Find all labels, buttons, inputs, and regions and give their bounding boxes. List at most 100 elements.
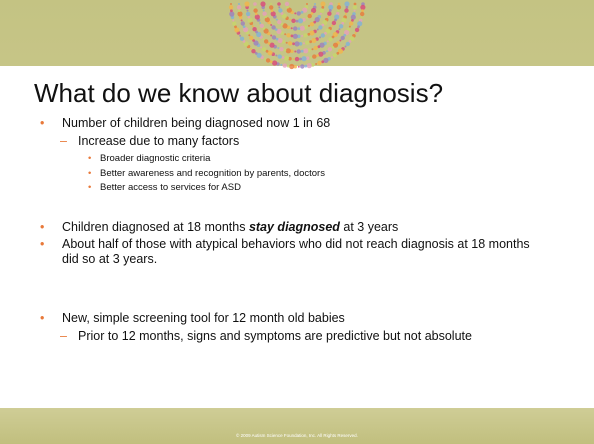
dot <box>303 33 307 37</box>
dot <box>280 64 282 66</box>
dot <box>339 24 343 28</box>
dot <box>283 63 287 67</box>
sub-sub-bullet: Better awareness and recognition by pare… <box>100 168 325 179</box>
dot <box>294 51 296 53</box>
dot <box>345 46 347 48</box>
dot <box>360 12 364 16</box>
dot <box>321 33 325 37</box>
sub-bullet: Prior to 12 months, signs and symptoms a… <box>78 329 472 343</box>
dot <box>237 11 242 16</box>
sub-sub-bullet: Broader diagnostic criteria <box>100 153 210 164</box>
dot <box>317 29 319 31</box>
dot <box>262 12 266 16</box>
dot <box>307 63 312 68</box>
dot <box>303 48 308 53</box>
dot <box>318 45 321 48</box>
dot <box>355 28 359 32</box>
dot <box>320 1 325 6</box>
dot <box>255 14 260 19</box>
dot <box>279 47 283 51</box>
dot <box>301 35 303 37</box>
dot <box>259 22 261 24</box>
dot <box>315 63 317 65</box>
dot <box>298 66 300 68</box>
dot <box>271 9 274 12</box>
dot <box>301 11 304 14</box>
dot <box>328 37 332 41</box>
dot <box>284 56 289 61</box>
dot <box>238 3 240 5</box>
text: Children diagnosed at 18 months <box>62 220 249 234</box>
dot <box>297 49 301 53</box>
dot <box>301 56 306 61</box>
dot <box>272 35 276 39</box>
dot-decoration <box>222 0 372 80</box>
dot <box>247 18 252 23</box>
dot <box>320 13 322 15</box>
dot <box>341 36 345 40</box>
dot <box>232 20 234 22</box>
dot <box>286 42 288 44</box>
dot <box>264 39 268 43</box>
dot <box>309 30 314 35</box>
dot <box>311 38 316 43</box>
dot <box>344 8 348 12</box>
dot <box>278 8 282 12</box>
dot <box>248 34 250 36</box>
dot <box>229 11 234 16</box>
dot <box>288 41 292 45</box>
dot <box>240 37 244 41</box>
dot <box>284 33 286 35</box>
dot <box>232 22 236 26</box>
dot <box>328 47 332 51</box>
dot <box>276 19 278 21</box>
dot <box>250 48 252 50</box>
dot <box>282 56 285 59</box>
dot <box>312 54 316 58</box>
dot <box>309 40 312 43</box>
dot <box>298 18 303 23</box>
dot <box>251 49 255 53</box>
dot <box>254 6 256 8</box>
dot <box>260 1 265 6</box>
dot <box>344 1 349 6</box>
dot <box>239 35 241 37</box>
dot <box>291 35 294 38</box>
dot <box>327 12 331 16</box>
text: at 3 years <box>340 220 398 234</box>
dot <box>275 55 277 57</box>
dot <box>312 48 314 50</box>
dot <box>270 35 272 37</box>
dot <box>337 5 341 9</box>
dot <box>310 22 314 26</box>
dot <box>297 27 300 30</box>
dot <box>338 3 341 6</box>
dot <box>332 21 336 25</box>
dot <box>299 58 302 61</box>
dot <box>354 10 356 12</box>
bullet: Children diagnosed at 18 months stay dia… <box>62 220 398 234</box>
dot <box>289 64 294 69</box>
dot <box>318 52 323 57</box>
dot <box>286 6 289 9</box>
dot <box>263 38 265 40</box>
dot <box>353 5 357 9</box>
dot <box>328 5 333 10</box>
dot <box>270 24 272 26</box>
bullet: New, simple screening tool for 12 month … <box>62 311 345 325</box>
dot <box>354 3 357 6</box>
dot <box>301 50 304 53</box>
dot <box>308 25 310 27</box>
dot <box>300 26 305 31</box>
dot <box>278 6 280 8</box>
dot <box>331 56 333 58</box>
dot <box>305 41 309 45</box>
dot <box>303 42 305 44</box>
dot <box>316 54 319 57</box>
slide: What do we know about diagnosis? Number … <box>0 0 594 444</box>
dot <box>294 41 299 46</box>
dot <box>314 3 316 5</box>
dot <box>306 3 308 5</box>
dot <box>269 5 273 9</box>
dot <box>338 28 340 30</box>
